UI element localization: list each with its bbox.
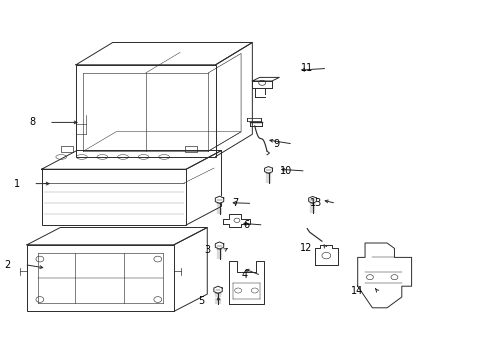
Polygon shape <box>265 167 272 173</box>
Text: 1: 1 <box>14 179 20 189</box>
Text: 4: 4 <box>241 270 247 280</box>
Text: 7: 7 <box>232 198 239 208</box>
Polygon shape <box>215 242 224 249</box>
Text: 11: 11 <box>301 63 314 73</box>
Polygon shape <box>215 196 224 203</box>
Polygon shape <box>309 197 317 203</box>
Text: 5: 5 <box>198 296 205 306</box>
Text: 8: 8 <box>29 117 35 127</box>
Text: 9: 9 <box>273 139 279 149</box>
Text: 6: 6 <box>244 220 250 230</box>
Text: 10: 10 <box>280 166 292 176</box>
Text: 12: 12 <box>300 243 313 253</box>
Text: 2: 2 <box>4 260 11 270</box>
Text: 14: 14 <box>351 286 364 296</box>
Text: 13: 13 <box>310 198 322 208</box>
Polygon shape <box>214 286 222 293</box>
Text: 3: 3 <box>205 245 211 255</box>
